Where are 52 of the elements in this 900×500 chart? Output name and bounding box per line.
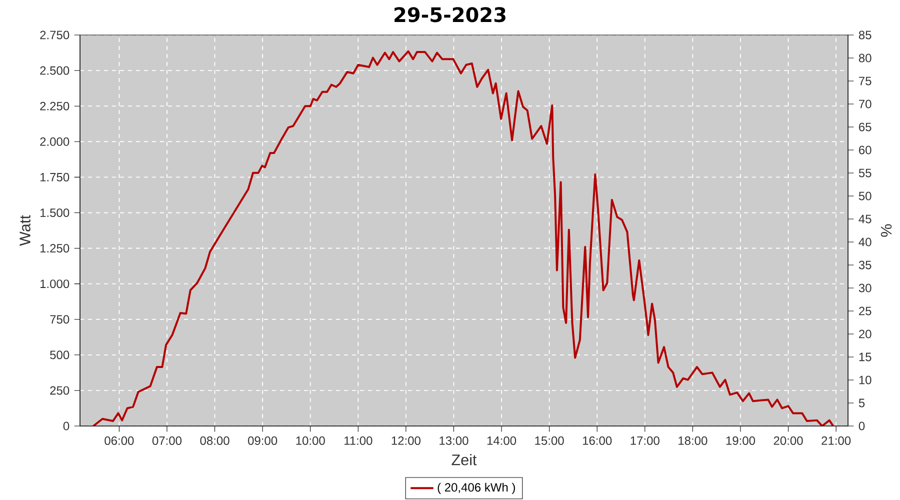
x-tick-label: 11:00 <box>344 436 372 445</box>
x-tick-label: 15:00 <box>535 436 564 445</box>
y2-tick-label: 65 <box>859 122 872 132</box>
x-tick-label: 12:00 <box>392 436 420 445</box>
y-tick-label: 1.000 <box>40 280 70 288</box>
y2-tick-label: 30 <box>858 284 872 292</box>
y2-tick-label: 60 <box>859 146 872 154</box>
y2-tick-label: 15 <box>859 352 872 362</box>
y2-tick-label: 45 <box>858 214 872 224</box>
x-tick-label: 20:00 <box>774 436 803 445</box>
y-axis-title: Watt <box>20 215 30 246</box>
y2-tick-label: 70 <box>859 100 872 108</box>
y2-tick-label: 5 <box>858 398 865 408</box>
y2-tick-label: 40 <box>858 238 872 246</box>
y-tick-label: 1.750 <box>40 172 70 182</box>
chart-title: 29-5-2023 <box>394 7 506 22</box>
x-tick-label: 06:00 <box>104 436 134 445</box>
y2-tick-label: 55 <box>858 168 872 178</box>
y2-tick-label: 25 <box>859 306 872 316</box>
y2-tick-label: 10 <box>859 376 872 384</box>
y-tick-label: 1.250 <box>40 244 70 253</box>
x-tick-label: 13:00 <box>440 436 468 445</box>
line-series <box>92 50 834 426</box>
y-tick-label: 750 <box>50 315 70 324</box>
x-tick-label: 07:00 <box>152 436 182 445</box>
x-tick-label: 10:00 <box>296 436 325 445</box>
y2-tick-label: 85 <box>858 30 872 40</box>
x-tick-label: 21:00 <box>822 436 851 445</box>
y-tick-label: 2.500 <box>40 66 70 75</box>
y2-tick-label: 0 <box>858 422 865 430</box>
x-tick-label: 19:00 <box>726 436 756 445</box>
y-tick-label: 500 <box>50 350 70 360</box>
x-tick-label: 17:00 <box>630 436 660 445</box>
y-tick-label: 250 <box>50 386 70 395</box>
y-tick-label: 2.250 <box>40 102 70 110</box>
x-tick-label: 08:00 <box>200 436 230 445</box>
y2-tick-label: 75 <box>859 76 872 86</box>
x-tick-label: 16:00 <box>583 436 612 445</box>
y2-tick-label: 35 <box>858 260 872 270</box>
y-tick-label: 2.750 <box>40 30 70 40</box>
x-axis-title: Zeit <box>452 454 477 466</box>
x-tick-label: 09:00 <box>248 436 278 445</box>
y-tick-label: 0 <box>63 422 70 430</box>
y2-axis-title: % <box>880 224 892 237</box>
x-tick-label: 18:00 <box>678 436 708 445</box>
y2-tick-label: 80 <box>858 54 872 62</box>
y2-tick-label: 20 <box>859 330 872 338</box>
y2-tick-label: 50 <box>858 192 872 200</box>
y-tick-label: 1.500 <box>40 208 70 217</box>
x-tick-label: 14:00 <box>487 436 516 445</box>
y-tick-label: 2.000 <box>40 137 70 146</box>
legend-label: ( 20,406 kWh ) <box>438 482 515 494</box>
